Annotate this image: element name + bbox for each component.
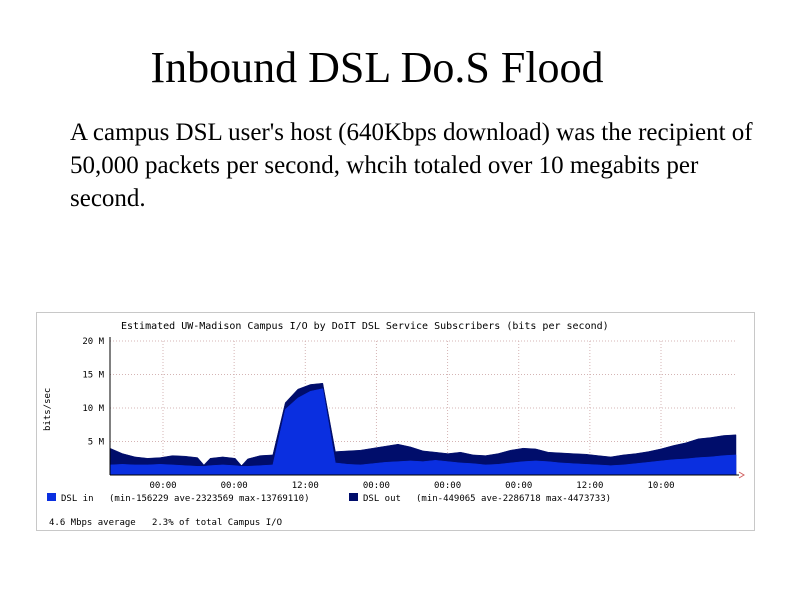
legend-stats-dsl-out: (min-449065 ave-2286718 max-4473733) [416, 494, 611, 504]
slide-title: Inbound DSL Do.S Flood [150, 43, 604, 92]
y-tick-label-0: 20 M [82, 337, 104, 347]
chart-series [109, 382, 737, 476]
chart-tick-labels: 20 M 15 M 10 M 5 M 00:00 00:00 12:00 00:00 00:00… [82, 337, 674, 491]
chart-frame: Estimated UW-Madison Campus I/O by DoIT … [36, 312, 755, 531]
x-tick-label-2: 12:00 [292, 481, 319, 491]
legend-swatch-dsl-out [349, 493, 358, 501]
x-axis-arrow [738, 471, 745, 479]
chart-footer: 4.6 Mbps average 2.3% of total Campus I/… [49, 518, 282, 528]
legend-stats-dsl-in: (min-156229 ave-2323569 max-13769110) [109, 494, 309, 504]
x-tick-label-7: 10:00 [647, 481, 674, 491]
legend: DSL in (min-156229 ave-2323569 max-13769… [47, 493, 611, 504]
legend-label-dsl-in: DSL in [61, 494, 94, 504]
legend-label-dsl-out: DSL out [363, 494, 401, 504]
series-area-dsl-out [109, 382, 737, 476]
slide-body-text: A campus DSL user's host (640Kbps downlo… [70, 119, 753, 212]
series-area-dsl-in [109, 388, 737, 476]
y-tick-label-2: 10 M [82, 404, 104, 414]
chart-title: Estimated UW-Madison Campus I/O by DoIT … [121, 321, 609, 332]
x-tick-label-3: 00:00 [363, 481, 390, 491]
chart-axes [109, 337, 745, 479]
legend-swatch-dsl-in [47, 493, 56, 501]
x-tick-label-4: 00:00 [434, 481, 461, 491]
x-tick-label-6: 12:00 [576, 481, 603, 491]
x-tick-label-0: 00:00 [149, 481, 176, 491]
x-tick-label-5: 00:00 [505, 481, 532, 491]
x-tick-label-1: 00:00 [221, 481, 248, 491]
y-tick-label-1: 15 M [82, 371, 104, 381]
y-axis-label: bits/sec [43, 388, 53, 431]
y-tick-label-3: 5 M [88, 438, 105, 448]
traffic-chart: Estimated UW-Madison Campus I/O by DoIT … [43, 321, 745, 528]
